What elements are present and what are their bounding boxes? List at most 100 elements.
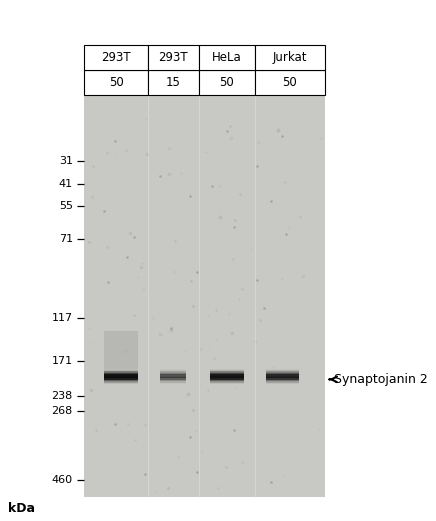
Bar <box>199 70 255 95</box>
Bar <box>104 382 138 383</box>
Bar <box>210 374 244 375</box>
Bar <box>266 379 299 380</box>
Bar <box>210 376 244 377</box>
Bar <box>160 378 186 379</box>
Bar <box>104 383 138 384</box>
Bar <box>104 370 138 371</box>
Bar <box>104 372 138 373</box>
Bar <box>104 380 138 381</box>
Bar <box>104 372 138 373</box>
Bar <box>104 374 138 375</box>
Text: Jurkat: Jurkat <box>272 51 307 64</box>
Text: Synaptojanin 2: Synaptojanin 2 <box>334 373 428 386</box>
Bar <box>199 45 255 70</box>
Bar <box>84 70 148 95</box>
Bar <box>104 377 138 378</box>
Bar <box>266 375 299 376</box>
Bar <box>210 372 244 373</box>
Bar <box>104 378 138 379</box>
Text: 15: 15 <box>166 76 181 89</box>
Bar <box>210 375 244 376</box>
Bar <box>160 382 186 383</box>
Bar <box>266 376 299 377</box>
Bar <box>210 383 244 384</box>
Bar <box>104 374 138 375</box>
Bar <box>210 374 244 375</box>
Bar <box>210 370 244 371</box>
Text: 117: 117 <box>52 313 73 322</box>
Bar <box>266 380 299 381</box>
Text: 268: 268 <box>51 406 73 416</box>
Bar <box>210 376 244 377</box>
Bar <box>266 377 299 378</box>
Bar <box>266 382 299 383</box>
Bar <box>266 374 299 375</box>
Bar <box>266 373 299 374</box>
Bar <box>210 370 244 371</box>
Bar <box>266 382 299 383</box>
Bar <box>266 369 299 370</box>
Bar <box>160 383 186 384</box>
Bar <box>210 372 244 373</box>
Bar <box>266 370 299 371</box>
Bar <box>210 377 244 378</box>
Bar <box>210 370 244 371</box>
Text: kDa: kDa <box>8 502 35 515</box>
Bar <box>104 373 138 374</box>
Bar <box>104 383 138 384</box>
Bar <box>266 377 299 378</box>
Bar <box>210 379 244 380</box>
Bar <box>210 371 244 373</box>
Bar <box>266 380 299 381</box>
Text: 41: 41 <box>59 179 73 189</box>
Bar <box>210 377 244 378</box>
Bar <box>160 372 186 373</box>
Bar <box>160 381 186 382</box>
Text: 171: 171 <box>52 356 73 366</box>
Bar <box>210 381 244 382</box>
Bar <box>210 369 244 370</box>
Bar <box>210 375 244 376</box>
Bar <box>160 377 186 378</box>
Bar <box>266 369 299 370</box>
Bar <box>266 383 299 384</box>
Bar <box>160 371 186 372</box>
Bar <box>160 380 186 381</box>
Bar <box>104 371 138 372</box>
Text: 31: 31 <box>59 156 73 166</box>
Bar <box>266 381 299 382</box>
Bar <box>160 376 186 377</box>
Bar <box>266 371 299 372</box>
Bar <box>160 382 186 383</box>
Bar <box>160 375 186 376</box>
Text: 71: 71 <box>59 234 73 244</box>
Bar <box>266 371 299 373</box>
Text: 50: 50 <box>283 76 297 89</box>
Bar <box>160 376 186 377</box>
Bar <box>160 378 186 379</box>
Text: 55: 55 <box>59 202 73 212</box>
Bar <box>160 379 186 380</box>
Bar <box>104 376 138 377</box>
Bar <box>160 376 186 377</box>
Text: 293T: 293T <box>159 51 188 64</box>
Bar <box>104 382 138 383</box>
Bar <box>210 378 244 379</box>
Bar <box>210 373 244 374</box>
Bar <box>210 380 244 381</box>
Bar <box>104 369 138 370</box>
Bar <box>210 369 244 370</box>
Bar <box>160 370 186 371</box>
Bar <box>266 375 299 376</box>
Bar <box>266 376 299 377</box>
Bar <box>148 70 199 95</box>
Bar <box>104 379 138 380</box>
Text: 238: 238 <box>51 391 73 401</box>
Bar <box>210 382 244 383</box>
Bar <box>104 375 138 376</box>
Bar <box>210 376 244 377</box>
Bar <box>160 370 186 371</box>
Bar <box>255 70 325 95</box>
Bar <box>104 379 138 380</box>
Bar <box>160 369 186 370</box>
